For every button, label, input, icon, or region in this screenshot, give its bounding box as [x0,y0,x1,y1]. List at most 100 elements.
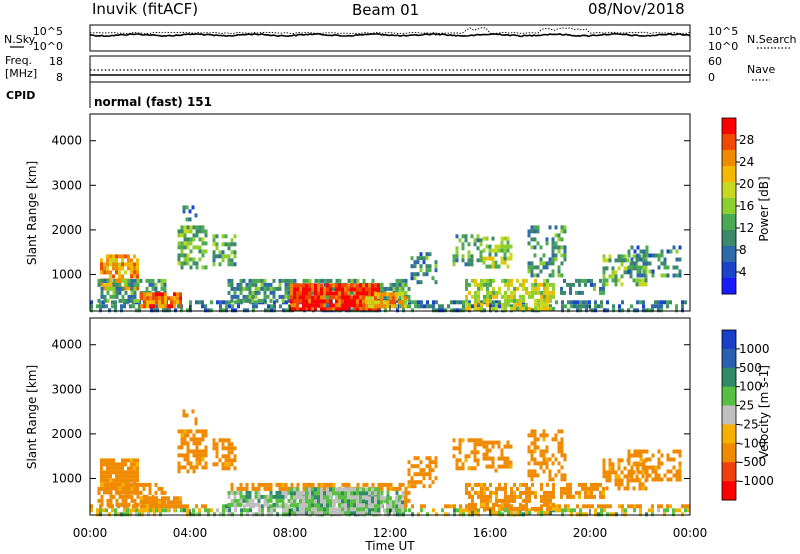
echo-cell [657,508,660,513]
echo-cell [368,304,371,309]
echo-cell [362,482,366,487]
echo-cell [115,270,118,275]
echo-cell [425,264,429,269]
colorbar-swatch [722,118,736,135]
echo-cell [681,300,684,305]
echo-cell [245,494,249,499]
echo-cell [395,286,399,291]
echo-cell [428,268,432,273]
echo-cell [408,508,411,513]
echo-cell [314,511,317,516]
echo-cell [470,254,474,259]
echo-cell [130,278,134,283]
echo-cell [645,465,649,470]
echo-cell [645,477,649,482]
echo-cell [675,508,678,513]
echo-cell [290,491,293,496]
echo-cell [344,495,347,500]
echo-cell [617,482,621,487]
echo-cell [395,304,398,309]
echo-cell [669,504,672,509]
echo-cell [510,304,513,309]
echo-cell [485,256,489,261]
echo-cell [638,282,642,287]
echo-cell [140,304,143,309]
echo-cell [617,466,621,471]
echo-cell [389,282,393,287]
echo-cell [170,500,173,505]
echo-cell [293,511,296,516]
echo-cell [498,286,501,291]
echo-cell [407,480,411,485]
echo-cell [341,487,344,492]
echo-cell [359,495,362,500]
echo-cell [477,304,480,309]
echo-cell [302,499,305,504]
echo-cell [549,490,552,495]
echo-cell [106,298,110,303]
echo-cell [522,490,525,495]
echo-cell [115,474,118,479]
echo-cell [503,456,507,461]
echo-cell [130,494,134,499]
echo-cell [645,457,649,462]
echo-cell [635,262,639,267]
echo-cell [186,469,190,474]
echo-cell [573,300,576,305]
echo-cell [133,274,136,279]
ytick-label: 4000 [51,134,82,148]
echo-cell [617,462,621,467]
echo-cell [500,452,504,457]
echo-cell [296,295,299,300]
echo-cell [489,494,492,499]
echo-cell [323,511,326,516]
echo-cell [338,503,341,508]
echo-cell [617,278,621,283]
echo-cell [302,299,305,304]
echo-cell [145,286,149,291]
echo-cell [111,304,114,309]
echo-cell [308,487,311,492]
echo-cell [486,278,489,283]
echo-cell [362,303,365,308]
echo-cell [335,491,338,496]
echo-cell [429,304,432,309]
echo-cell [201,249,205,254]
echo-cell [386,304,389,309]
echo-cell [224,466,228,471]
velocity-colorbar-label: Velocity [m s-1] [757,365,771,459]
echo-cell [287,294,291,299]
echo-cell [663,508,666,513]
echo-cell [279,304,282,309]
echo-cell [482,452,486,457]
echo-cell [545,457,549,462]
echo-cell [569,486,572,491]
echo-cell [192,433,196,438]
echo-cell [272,286,276,291]
echo-cell [483,308,486,313]
echo-cell [245,298,249,303]
echo-cell [192,441,196,446]
echo-cell [389,486,393,491]
echo-cell [266,482,270,487]
echo-cell [483,486,486,491]
echo-cell [545,445,549,450]
echo-cell [296,491,299,496]
echo-cell [344,482,348,487]
echo-cell [192,508,195,513]
echo-cell [195,441,199,446]
echo-cell [120,304,123,309]
echo-cell [582,512,585,517]
echo-cell [584,278,587,283]
echo-cell [636,477,640,482]
echo-cell [483,498,486,503]
echo-cell [368,487,371,492]
echo-cell [602,494,605,499]
echo-cell [136,274,139,279]
echo-cell [335,287,338,292]
echo-cell [121,494,125,499]
echo-cell [233,466,237,471]
echo-cell [305,303,308,308]
echo-cell [311,499,314,504]
echo-cell [243,508,246,513]
